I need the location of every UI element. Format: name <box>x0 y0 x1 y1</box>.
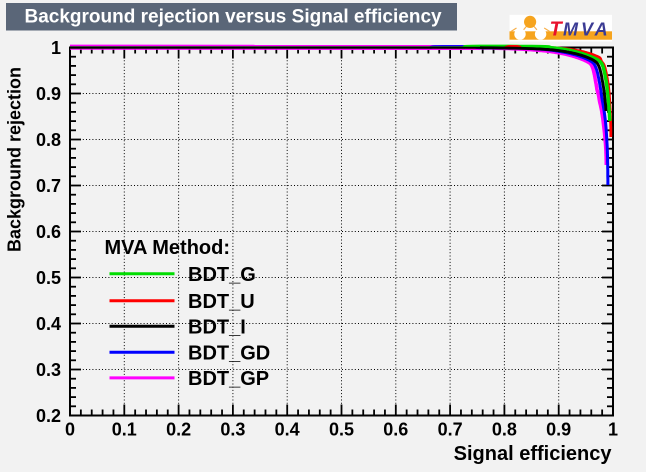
svg-text:MVA: MVA <box>563 19 611 39</box>
svg-text:0.4: 0.4 <box>36 314 61 334</box>
svg-text:1: 1 <box>51 38 61 58</box>
svg-text:0.2: 0.2 <box>166 420 191 440</box>
svg-text:0.7: 0.7 <box>438 420 463 440</box>
svg-text:Signal efficiency: Signal efficiency <box>454 443 613 465</box>
svg-text:0.9: 0.9 <box>546 420 571 440</box>
svg-text:0: 0 <box>65 420 75 440</box>
svg-text:0.9: 0.9 <box>36 84 61 104</box>
svg-text:0.7: 0.7 <box>36 176 61 196</box>
svg-text:0.4: 0.4 <box>275 420 300 440</box>
svg-text:0.8: 0.8 <box>492 420 517 440</box>
svg-text:MVA Method:: MVA Method: <box>105 237 231 259</box>
svg-text:0.6: 0.6 <box>383 420 408 440</box>
svg-text:0.2: 0.2 <box>36 406 61 426</box>
svg-text:BDT_G: BDT_G <box>188 264 256 286</box>
svg-text:0.8: 0.8 <box>36 130 61 150</box>
svg-text:0.6: 0.6 <box>36 222 61 242</box>
svg-text:BDT_I: BDT_I <box>188 317 246 339</box>
svg-text:0.3: 0.3 <box>36 360 61 380</box>
svg-text:BDT_U: BDT_U <box>188 291 255 313</box>
svg-text:0.5: 0.5 <box>329 420 354 440</box>
svg-text:0.3: 0.3 <box>220 420 245 440</box>
svg-text:0.5: 0.5 <box>36 268 61 288</box>
svg-text:T: T <box>550 18 564 40</box>
svg-text:Background rejection versus Si: Background rejection versus Signal effic… <box>25 7 443 28</box>
svg-text:Background rejection: Background rejection <box>5 67 25 252</box>
svg-text:BDT_GP: BDT_GP <box>188 368 269 390</box>
svg-text:BDT_GD: BDT_GD <box>188 343 270 365</box>
svg-text:0.1: 0.1 <box>112 420 137 440</box>
svg-text:1: 1 <box>608 420 618 440</box>
